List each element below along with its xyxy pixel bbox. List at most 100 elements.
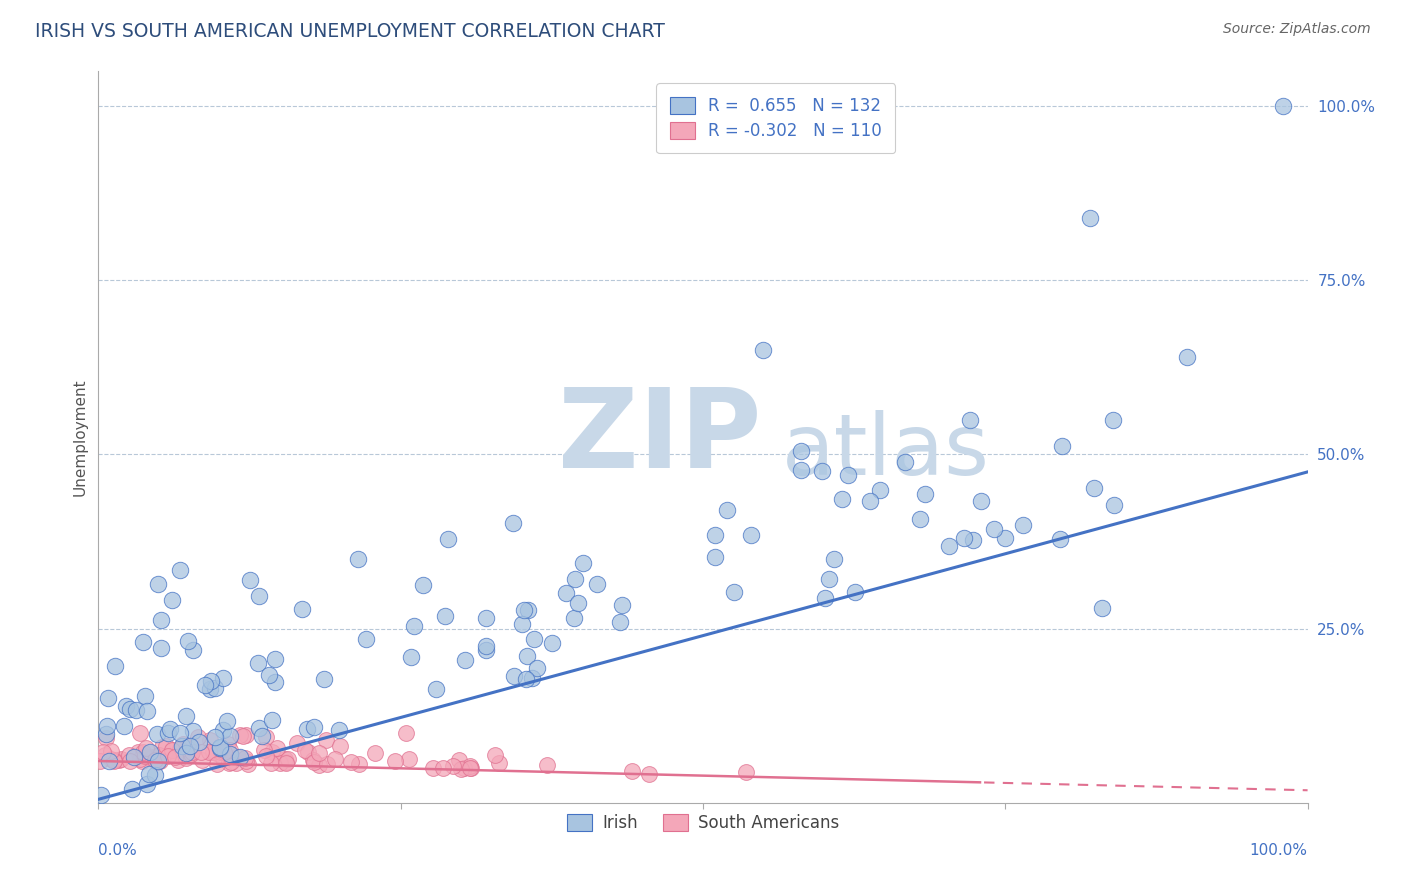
Point — [219, 730, 242, 744]
Point — [198, 681, 221, 696]
Point — [437, 532, 460, 546]
Point — [174, 751, 197, 765]
Point — [262, 745, 284, 759]
Point — [1011, 518, 1033, 533]
Point — [315, 733, 337, 747]
Point — [135, 749, 157, 764]
Point — [138, 766, 160, 780]
Text: Source: ZipAtlas.com: Source: ZipAtlas.com — [1223, 22, 1371, 37]
Point — [100, 752, 122, 766]
Point — [191, 753, 214, 767]
Point — [103, 753, 125, 767]
Point — [752, 343, 775, 357]
Point — [562, 611, 585, 625]
Point — [159, 722, 181, 736]
Point — [226, 750, 249, 764]
Point — [208, 740, 231, 755]
Point — [502, 516, 524, 530]
Point — [187, 735, 209, 749]
Point — [181, 723, 204, 738]
Point — [97, 691, 120, 706]
Text: 0.0%: 0.0% — [98, 843, 138, 858]
Point — [174, 746, 197, 760]
Point — [1052, 439, 1074, 453]
Point — [347, 757, 370, 772]
Point — [149, 613, 172, 627]
Point — [120, 755, 142, 769]
Point — [167, 753, 190, 767]
Point — [229, 749, 252, 764]
Point — [1102, 498, 1125, 512]
Point — [1101, 412, 1123, 426]
Point — [458, 759, 481, 773]
Point — [450, 762, 472, 776]
Point — [269, 756, 291, 771]
Point — [253, 743, 276, 757]
Point — [205, 756, 228, 771]
Point — [340, 756, 363, 770]
Point — [512, 603, 534, 617]
Point — [790, 463, 813, 477]
Point — [134, 689, 156, 703]
Point — [156, 726, 179, 740]
Point — [148, 747, 170, 762]
Point — [908, 512, 931, 526]
Point — [399, 649, 422, 664]
Point — [475, 611, 498, 625]
Point — [217, 737, 239, 751]
Point — [356, 632, 378, 646]
Point — [229, 728, 252, 742]
Point — [103, 754, 125, 768]
Point — [301, 753, 323, 767]
Point — [139, 745, 162, 759]
Point — [93, 746, 115, 760]
Point — [214, 746, 236, 760]
Point — [938, 539, 960, 553]
Point — [250, 729, 273, 743]
Point — [90, 788, 112, 802]
Point — [266, 741, 288, 756]
Point — [176, 709, 198, 723]
Point — [1091, 600, 1114, 615]
Point — [160, 742, 183, 756]
Point — [308, 758, 330, 772]
Point — [128, 726, 150, 740]
Point — [160, 592, 183, 607]
Point — [983, 523, 1005, 537]
Point — [503, 669, 526, 683]
Point — [232, 729, 254, 743]
Point — [148, 754, 170, 768]
Point — [233, 750, 256, 764]
Point — [146, 726, 169, 740]
Point — [740, 528, 762, 542]
Point — [169, 726, 191, 740]
Point — [96, 727, 118, 741]
Point — [859, 493, 882, 508]
Point — [201, 745, 224, 759]
Point — [212, 671, 235, 685]
Point — [526, 660, 548, 674]
Point — [179, 739, 201, 753]
Point — [107, 753, 129, 767]
Point — [148, 750, 170, 764]
Point — [274, 755, 297, 769]
Point — [540, 636, 562, 650]
Point — [536, 758, 558, 772]
Point — [135, 705, 157, 719]
Point — [157, 748, 180, 763]
Point — [211, 751, 233, 765]
Point — [181, 643, 204, 657]
Point — [96, 719, 118, 733]
Point — [254, 730, 277, 744]
Point — [308, 746, 330, 760]
Point — [488, 756, 510, 771]
Point — [347, 551, 370, 566]
Point — [515, 672, 537, 686]
Point — [993, 531, 1015, 545]
Point — [447, 753, 470, 767]
Point — [277, 752, 299, 766]
Text: atlas: atlas — [782, 410, 990, 493]
Point — [302, 720, 325, 734]
Point — [200, 673, 222, 688]
Point — [817, 572, 839, 586]
